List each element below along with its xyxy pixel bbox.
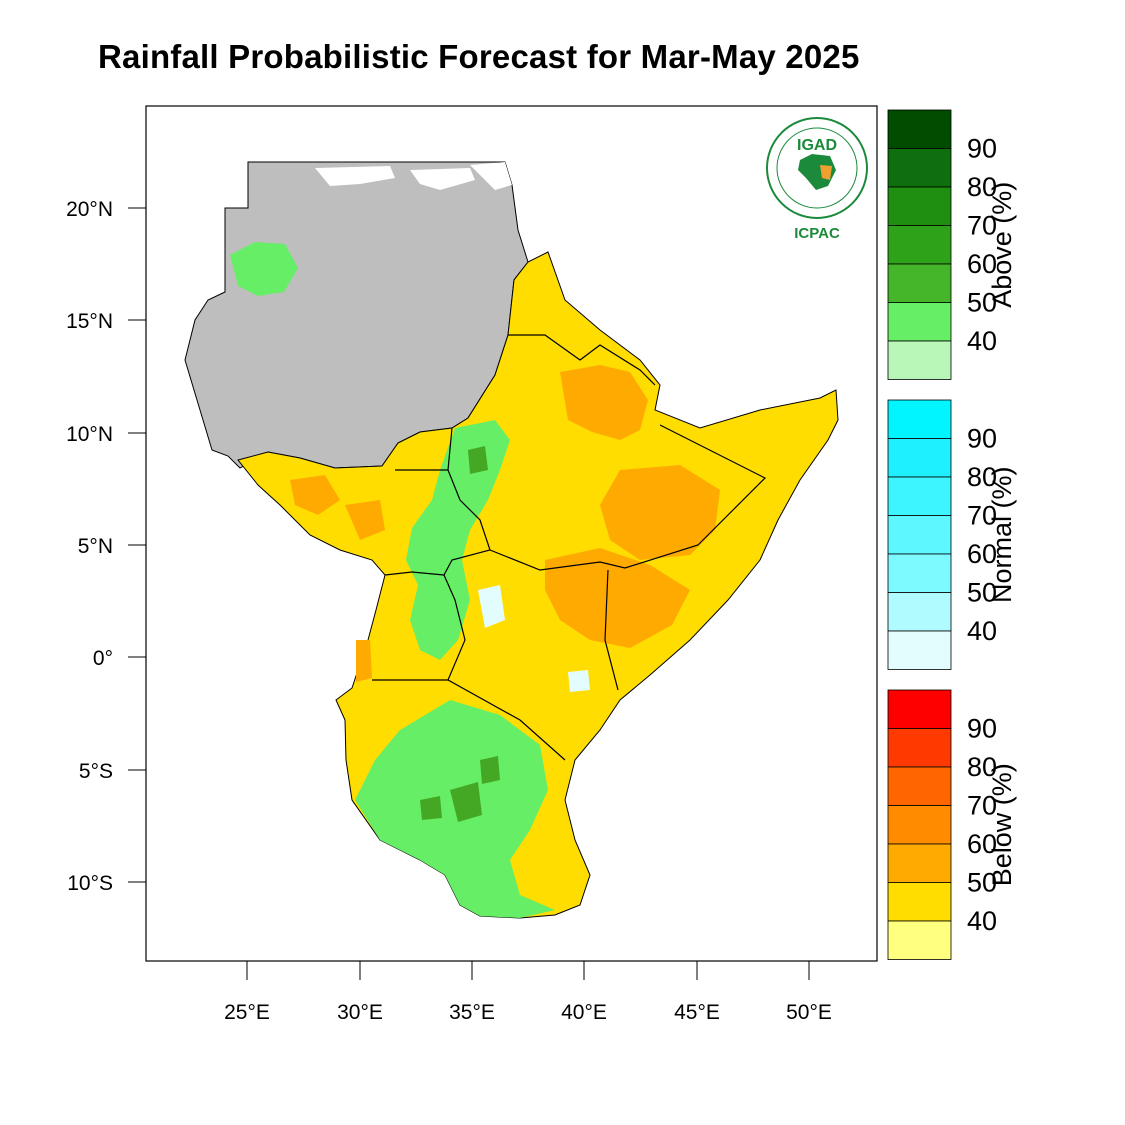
lon-tick-label: 50°E [786, 1001, 832, 1024]
logo-top-text: IGAD [797, 137, 837, 154]
colorbar-title: Below (%) [987, 763, 1017, 886]
above-patch-nw [230, 242, 298, 296]
below-50-patch-ethiopia [560, 365, 648, 440]
colorbar-swatch [887, 109, 952, 149]
colorbar-normal: 90 80 70 60 50 40 Normal (%) [887, 399, 1017, 670]
colorbar-label: 90 [967, 134, 997, 164]
lon-tick-label: 40°E [561, 1001, 607, 1024]
below-50-patch-ethiopia-east [600, 465, 720, 560]
colorbar-label: 40 [967, 906, 997, 936]
below-50-patch-ss2 [345, 500, 385, 540]
lat-tick-label: 10°S [67, 872, 113, 895]
colorbar-swatch [887, 766, 952, 806]
above-50-patch [450, 782, 482, 822]
colorbar-swatch [887, 630, 952, 670]
colorbar-swatch [887, 438, 952, 478]
colorbar-swatch [887, 476, 952, 516]
lat-tick-label: 5°S [79, 760, 113, 783]
colorbar-label: 80 [967, 752, 997, 782]
above-50-patch [480, 756, 500, 784]
below-50-patch-lakevic [356, 640, 372, 682]
colorbar-above: 90 80 70 60 50 40 Above (%) [887, 109, 1017, 380]
below-50-patch-somalia [545, 548, 690, 648]
colorbar-label: 50 [967, 578, 997, 608]
colorbar-label: 90 [967, 424, 997, 454]
colorbar-label: 60 [967, 829, 997, 859]
colorbar-label: 90 [967, 714, 997, 744]
colorbar-swatch [887, 148, 952, 188]
colorbar-swatch [887, 882, 952, 922]
colorbar-swatch [887, 302, 952, 342]
country-borders [372, 334, 767, 761]
colorbar-swatch [887, 340, 952, 380]
normal-40-patch [568, 670, 590, 692]
map-title: Rainfall Probabilistic Forecast for Mar-… [98, 38, 860, 75]
colorbar-label: 60 [967, 249, 997, 279]
colorbar-label: 40 [967, 326, 997, 356]
colorbar-swatch [887, 805, 952, 845]
lat-axis: 20°N 15°N 10°N 5°N 0° 5°S 10°S [66, 198, 146, 895]
lat-tick-label: 0° [93, 647, 113, 670]
lat-tick-label: 5°N [78, 535, 113, 558]
colorbar-label: 70 [967, 791, 997, 821]
colorbar-swatch [887, 553, 952, 593]
colorbar-swatch [887, 515, 952, 555]
above-50-patch [468, 446, 488, 474]
lat-tick-label: 15°N [66, 310, 113, 333]
lat-tick-label: 20°N [66, 198, 113, 221]
lat-tick-label: 10°N [66, 423, 113, 446]
no-data-patch [315, 166, 395, 186]
colorbar-swatch [887, 399, 952, 439]
colorbar-label: 70 [967, 211, 997, 241]
no-data-patch [470, 162, 512, 190]
colorbar-label: 80 [967, 462, 997, 492]
lon-tick-label: 35°E [449, 1001, 495, 1024]
colorbar-swatch [887, 592, 952, 632]
colorbar-swatch [887, 186, 952, 226]
above-40-uganda [406, 420, 510, 660]
colorbar-label: 50 [967, 868, 997, 898]
no-data-patch [410, 168, 475, 190]
colorbar-swatch [887, 225, 952, 265]
colorbar-swatch [887, 920, 952, 960]
colorbar-swatch [887, 728, 952, 768]
igad-icpac-logo: IGAD ICPAC [766, 117, 868, 242]
normal-40-patch [478, 585, 505, 628]
logo-bottom-text: ICPAC [794, 225, 840, 242]
colorbar-title: Above (%) [987, 182, 1017, 308]
africa-map-icon [798, 154, 836, 190]
colorbar-below: 90 80 70 60 50 40 Below (%) [887, 689, 1017, 960]
lon-tick-label: 25°E [224, 1001, 270, 1024]
lon-axis: 25°E 30°E 35°E 40°E 45°E 50°E [224, 961, 832, 1024]
above-50-patch [420, 796, 442, 820]
colorbars: 90 80 70 60 50 40 Above (%) 90 80 70 60 50 40 Normal … [887, 109, 1017, 960]
below-50-patch-ss [290, 475, 340, 515]
colorbar-swatch [887, 843, 952, 883]
colorbar-label: 80 [967, 172, 997, 202]
colorbar-title: Normal (%) [987, 466, 1017, 603]
lon-tick-label: 45°E [674, 1001, 720, 1024]
colorbar-swatch [887, 689, 952, 729]
colorbar-label: 40 [967, 616, 997, 646]
colorbar-swatch [887, 263, 952, 303]
lon-tick-label: 30°E [337, 1001, 383, 1024]
colorbar-label: 70 [967, 501, 997, 531]
colorbar-label: 50 [967, 288, 997, 318]
colorbar-label: 60 [967, 539, 997, 569]
